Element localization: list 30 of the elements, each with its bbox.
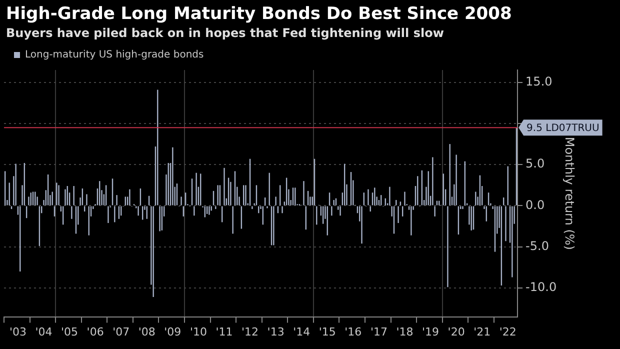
x-tick-label: '07 <box>112 325 130 338</box>
x-tick-label: '16 <box>344 325 362 338</box>
x-tick-label: '18 <box>396 325 414 338</box>
x-tick-label: '12 <box>242 325 259 338</box>
x-tick-label: '10 <box>190 325 207 338</box>
y-tick-label: 0.0 <box>526 198 545 212</box>
x-tick-label: '21 <box>474 325 491 338</box>
x-tick-label: '04 <box>35 325 52 338</box>
x-tick-label: '03 <box>9 325 26 338</box>
x-tick-label: '06 <box>86 325 104 338</box>
x-tick-label: '14 <box>293 325 310 338</box>
x-tick-label: '22 <box>499 325 516 338</box>
y-tick-label: -5.0 <box>526 239 549 253</box>
y-tick-label: 15.0 <box>526 74 552 88</box>
x-tick-label: '19 <box>422 325 440 338</box>
x-tick-label: '08 <box>138 325 156 338</box>
x-tick-label: '17 <box>370 325 388 338</box>
x-tick-label: '11 <box>216 325 233 338</box>
x-tick-label: '13 <box>267 325 284 338</box>
y-tick-label: 5.0 <box>526 156 545 171</box>
x-tick-label: '09 <box>164 325 182 338</box>
chart-title: High-Grade Long Maturity Bonds Do Best Since 2008 <box>5 3 513 24</box>
x-tick-label: '20 <box>448 325 465 338</box>
x-tick-label: '05 <box>61 325 78 338</box>
legend-label: Long-maturity US high-grade bonds <box>25 50 204 61</box>
y-axis-title: Monthly return (%) <box>562 136 577 250</box>
chart-subtitle: Buyers have piled back on in hopes that Fed tightening will slow <box>5 25 445 40</box>
text: 9.5 LD07TRUU <box>526 123 600 134</box>
x-tick-label: '15 <box>318 325 336 338</box>
y-tick-label: -10.0 <box>526 280 557 294</box>
